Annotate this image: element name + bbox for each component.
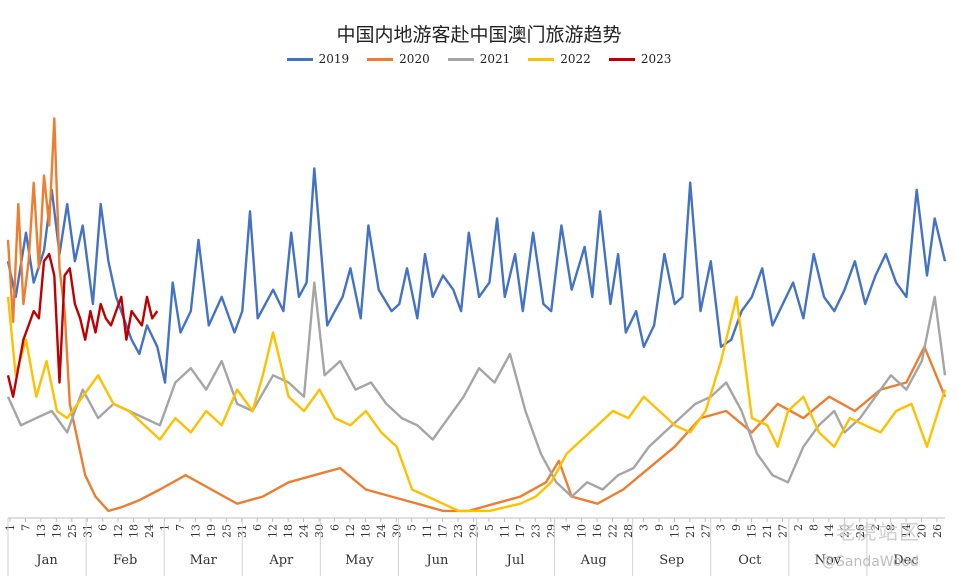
x-tick-label: 18 bbox=[282, 524, 295, 538]
x-tick-label: 21 bbox=[761, 524, 774, 538]
x-tick-label: 11 bbox=[421, 524, 434, 538]
x-tick-label: 29 bbox=[545, 524, 558, 538]
legend-swatch bbox=[286, 57, 313, 61]
x-tick-label: 25 bbox=[66, 524, 79, 538]
month-label: Oct bbox=[738, 553, 762, 568]
x-tick-label: 31 bbox=[81, 524, 94, 538]
x-tick-label: 27 bbox=[699, 524, 712, 538]
x-tick-label: 17 bbox=[437, 524, 450, 538]
legend-label: 2022 bbox=[560, 52, 591, 66]
x-tick-label: 15 bbox=[668, 524, 681, 538]
x-tick-label: 8 bbox=[807, 524, 820, 531]
x-tick-label: 1 bbox=[159, 524, 172, 531]
x-tick-label: 16 bbox=[591, 524, 604, 538]
x-tick-label: 14 bbox=[900, 524, 913, 538]
x-tick-label: 29 bbox=[468, 524, 481, 538]
series-line-2021 bbox=[6, 281, 947, 498]
month-label: Feb bbox=[113, 553, 137, 568]
legend-label: 2020 bbox=[399, 52, 430, 66]
x-tick-label: 27 bbox=[777, 524, 790, 538]
x-tick-label: 15 bbox=[746, 524, 759, 538]
month-label: Jun bbox=[424, 553, 449, 568]
x-tick-label: 12 bbox=[112, 524, 125, 538]
x-tick-label: 22 bbox=[607, 524, 620, 538]
x-tick-label: 12 bbox=[267, 524, 280, 538]
x-tick-label: 18 bbox=[128, 524, 141, 538]
month-label: Mar bbox=[190, 553, 218, 568]
x-tick-label: 7 bbox=[174, 524, 187, 531]
x-tick-label: 14 bbox=[823, 524, 836, 538]
x-tick-label: 7 bbox=[19, 524, 32, 531]
x-tick-label: 10 bbox=[576, 524, 589, 538]
x-tick-label: 28 bbox=[622, 524, 635, 538]
x-tick-label: 24 bbox=[143, 524, 156, 538]
watermark-handle: @SandaWood bbox=[822, 554, 919, 570]
legend-swatch bbox=[528, 57, 555, 61]
x-tick-label: 6 bbox=[251, 524, 264, 531]
x-tick-label: 23 bbox=[452, 524, 465, 538]
series-line-2022 bbox=[6, 295, 947, 513]
x-tick-label: 25 bbox=[220, 524, 233, 538]
legend-item-2023: 2023 bbox=[608, 52, 672, 66]
x-tick-label: 9 bbox=[730, 524, 743, 531]
legend-swatch bbox=[608, 57, 635, 61]
x-tick-label: 5 bbox=[406, 524, 419, 531]
x-tick-label: 8 bbox=[885, 524, 898, 531]
legend-swatch bbox=[447, 57, 474, 61]
x-tick-label: 5 bbox=[483, 524, 496, 531]
watermark: 老虎站区 bbox=[836, 520, 920, 544]
x-tick-label: 26 bbox=[931, 524, 944, 538]
x-tick-label: 30 bbox=[313, 524, 326, 538]
x-tick-label: 18 bbox=[359, 524, 372, 538]
legend-label: 2021 bbox=[479, 52, 511, 66]
legend-item-2021: 2021 bbox=[447, 52, 511, 66]
legend-item-2020: 2020 bbox=[367, 52, 430, 66]
month-label: Nov bbox=[815, 553, 842, 568]
x-tick-label: 24 bbox=[375, 524, 388, 538]
x-tick-label: 2 bbox=[869, 524, 882, 531]
x-tick-label: 11 bbox=[498, 524, 511, 538]
x-tick-label: 12 bbox=[344, 524, 357, 538]
x-tick-label: 2 bbox=[792, 524, 805, 531]
x-tick-label: 20 bbox=[916, 524, 929, 538]
month-label: Apr bbox=[268, 553, 294, 568]
x-tick-label: 24 bbox=[298, 524, 311, 538]
x-tick-label: 4 bbox=[560, 524, 573, 531]
x-tick-label: 3 bbox=[637, 524, 650, 531]
x-tick-label: 6 bbox=[328, 524, 341, 531]
month-label: Dec bbox=[893, 553, 918, 568]
series-line-2020 bbox=[6, 117, 947, 513]
x-tick-label: 23 bbox=[529, 524, 542, 538]
x-tick-label: 19 bbox=[205, 524, 218, 538]
month-label: Aug bbox=[580, 553, 607, 568]
legend-label: 2019 bbox=[318, 52, 350, 66]
legend: 2019 2020 2021 2022 2023 bbox=[0, 52, 958, 66]
x-tick-label: 3 bbox=[715, 524, 728, 531]
x-tick-label: 13 bbox=[189, 524, 202, 538]
legend-swatch bbox=[367, 57, 394, 61]
x-tick-label: 19 bbox=[50, 524, 63, 538]
x-tick-label: 26 bbox=[854, 524, 867, 538]
x-tick-label: 13 bbox=[35, 524, 48, 538]
legend-label: 2023 bbox=[640, 52, 672, 66]
x-tick-label: 30 bbox=[390, 524, 403, 538]
x-tick-label: 17 bbox=[514, 524, 527, 538]
x-tick-label: 9 bbox=[653, 524, 666, 531]
x-tick-label: 20 bbox=[838, 524, 851, 538]
month-label: Jul bbox=[505, 553, 525, 568]
series-line-2023 bbox=[6, 252, 159, 398]
legend-item-2019: 2019 bbox=[286, 52, 350, 66]
series-line-2019 bbox=[6, 167, 947, 384]
legend-item-2022: 2022 bbox=[528, 52, 591, 66]
month-label: May bbox=[345, 553, 374, 568]
chart-title: 中国内地游客赴中国澳门旅游趋势 bbox=[336, 24, 622, 46]
month-label: Sep bbox=[659, 553, 684, 568]
x-tick-label: 6 bbox=[97, 524, 110, 531]
x-tick-label: 1 bbox=[4, 524, 17, 531]
month-label: Jan bbox=[34, 553, 58, 568]
x-tick-label: 21 bbox=[684, 524, 697, 538]
